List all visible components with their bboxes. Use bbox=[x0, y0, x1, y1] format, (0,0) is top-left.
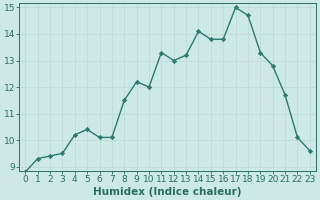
X-axis label: Humidex (Indice chaleur): Humidex (Indice chaleur) bbox=[93, 187, 242, 197]
